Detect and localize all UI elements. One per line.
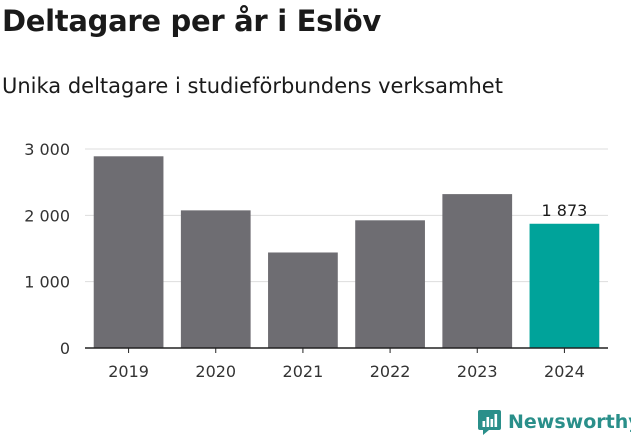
y-tick-label: 2 000 xyxy=(24,206,70,225)
x-tick-label: 2019 xyxy=(108,362,149,381)
x-tick-label: 2020 xyxy=(195,362,236,381)
chart-subtitle: Unika deltagare i studieförbundens verks… xyxy=(2,74,503,98)
x-tick-label: 2022 xyxy=(370,362,411,381)
x-tick-label: 2023 xyxy=(457,362,498,381)
x-tick-label: 2024 xyxy=(544,362,585,381)
bar xyxy=(180,210,251,348)
bar xyxy=(268,252,338,348)
bar xyxy=(355,220,425,348)
data-label: 1 873 xyxy=(542,201,588,220)
bar xyxy=(442,194,513,348)
brand-name: Newsworthy xyxy=(508,411,631,433)
bar xyxy=(93,156,164,348)
x-tick-label: 2021 xyxy=(283,362,324,381)
bar xyxy=(529,223,600,348)
y-tick-label: 0 xyxy=(60,339,70,358)
y-tick-label: 1 000 xyxy=(24,273,70,292)
chart-title: Deltagare per år i Eslöv xyxy=(2,4,381,38)
brand-logo: Newsworthy xyxy=(477,407,631,437)
y-tick-label: 3 000 xyxy=(24,140,70,159)
newsworthy-logo-icon xyxy=(478,409,501,435)
